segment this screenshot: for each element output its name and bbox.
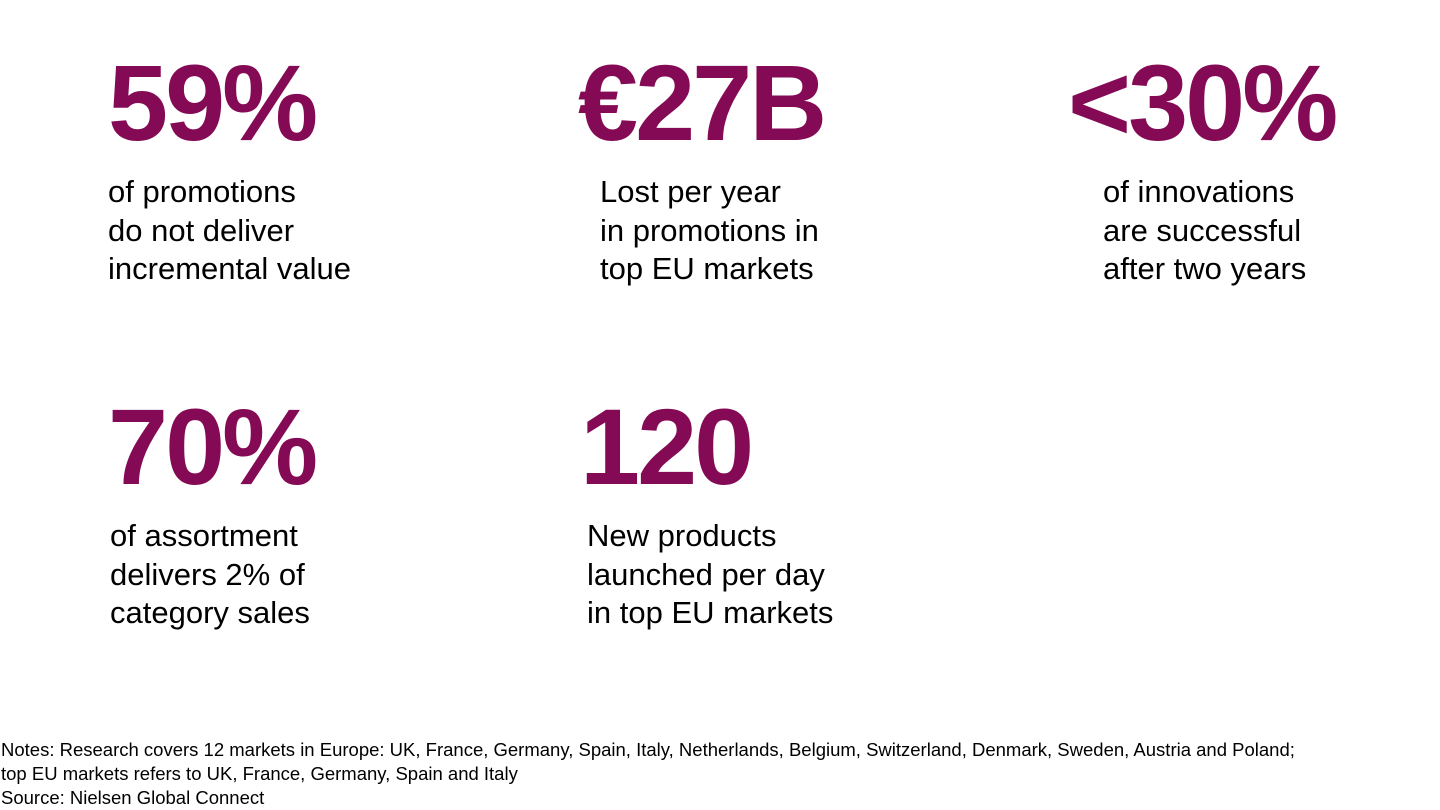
stat-value: 70% — [108, 386, 318, 507]
stat-description-line: after two years — [1103, 251, 1307, 286]
stat-description: of promotions do not deliver incremental… — [108, 173, 351, 289]
stat-description: of innovations are successful after two … — [1103, 173, 1335, 289]
stat-description-line: of innovations — [1103, 174, 1295, 209]
stat-new-products: 120 New products launched per day in top… — [580, 393, 833, 633]
stat-description: of assortment delivers 2% of category sa… — [110, 517, 315, 633]
stat-value: 120 — [580, 386, 754, 507]
notes-line: top EU markets refers to UK, France, Ger… — [1, 763, 518, 784]
stat-description: New products launched per day in top EU … — [587, 517, 833, 633]
stat-description-line: Lost per year — [600, 174, 781, 209]
stat-value: <30% — [1068, 42, 1338, 163]
stat-description-line: launched per day — [587, 556, 825, 592]
stat-promotions-no-value: 59% of promotions do not deliver increme… — [108, 49, 351, 289]
stat-innovations-success: <30% of innovations are successful after… — [1068, 42, 1338, 289]
stat-promotions-lost: €27B Lost per year in promotions in top … — [578, 42, 827, 289]
stat-assortment: 70% of assortment delivers 2% of categor… — [108, 386, 318, 633]
stat-value: €27B — [578, 42, 827, 163]
stat-description-line: do not deliver — [108, 212, 295, 248]
notes-line: Notes: Research covers 12 markets in Eur… — [1, 739, 1295, 760]
stat-value: 59% — [108, 42, 318, 163]
stat-description-line: are successful — [1103, 212, 1302, 248]
footnotes: Notes: Research covers 12 markets in Eur… — [1, 738, 1295, 810]
source-line: Source: Nielsen Global Connect — [1, 787, 265, 808]
stat-description-line: top EU markets — [600, 251, 814, 286]
stat-description-line: in promotions in — [600, 212, 819, 248]
stat-description-line: of assortment — [110, 518, 298, 553]
stat-description-line: of promotions — [108, 174, 296, 209]
stat-description-line: category sales — [110, 595, 310, 630]
stat-description-line: in top EU markets — [587, 595, 834, 630]
stat-description-line: incremental value — [108, 251, 351, 286]
stat-description-line: delivers 2% of — [110, 556, 305, 592]
stat-description-line: New products — [587, 518, 777, 553]
stat-description: Lost per year in promotions in top EU ma… — [600, 173, 824, 289]
